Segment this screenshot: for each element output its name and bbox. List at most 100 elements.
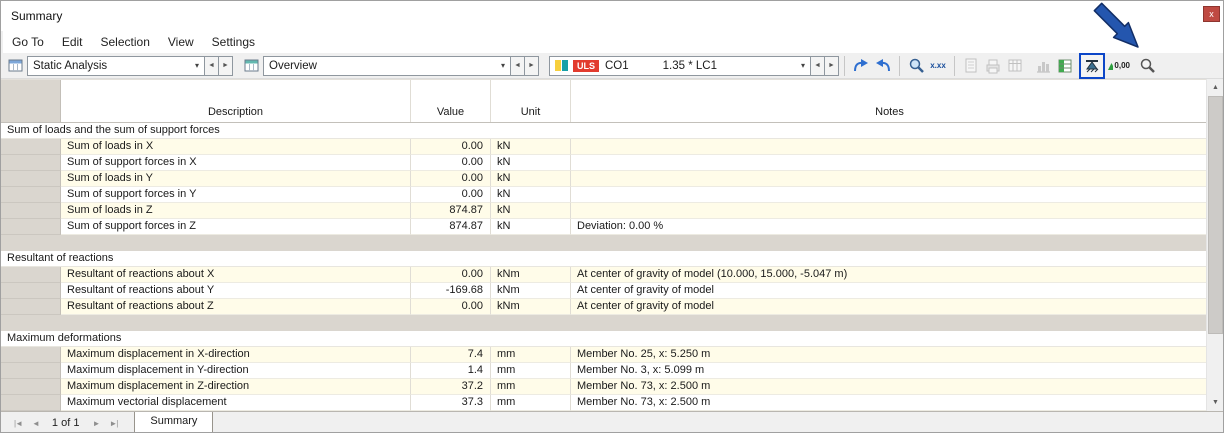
cell-unit: kNm: [491, 283, 571, 299]
row-gutter: [1, 187, 61, 203]
close-button[interactable]: x: [1203, 6, 1220, 22]
last-page-button[interactable]: ►|: [109, 418, 118, 428]
first-page-button[interactable]: |◄: [14, 418, 23, 428]
cell-description: Resultant of reactions about Y: [61, 283, 411, 299]
menu-item-settings[interactable]: Settings: [211, 35, 256, 49]
cell-unit: kN: [491, 203, 571, 219]
row-gutter: [1, 203, 61, 219]
table-row[interactable]: Sum of loads in Y 0.00 kN: [1, 171, 1208, 187]
window-title: Summary: [11, 9, 63, 23]
load-combination-combobox[interactable]: ULS CO1 1.35 * LC1 ▾: [549, 55, 811, 76]
excel-export-icon[interactable]: [1054, 55, 1076, 77]
zoom-icon[interactable]: [1136, 55, 1158, 77]
tab-summary[interactable]: Summary: [134, 411, 214, 432]
menu-item-edit[interactable]: Edit: [61, 35, 83, 49]
titlebar: Summary x: [1, 1, 1223, 31]
prev-page-button[interactable]: ◄: [32, 418, 40, 428]
table-row[interactable]: Maximum displacement in Z-direction 37.2 m…: [1, 379, 1208, 395]
table-row[interactable]: Sum of support forces in X 0.00 kN: [1, 155, 1208, 171]
toolbar-separator: [844, 55, 845, 76]
view-combobox[interactable]: Overview ▾: [263, 55, 511, 76]
chart-icon[interactable]: [1032, 55, 1054, 77]
row-gutter: [1, 395, 61, 411]
support-filter-button[interactable]: [1079, 52, 1105, 79]
next-page-button[interactable]: ►: [92, 418, 100, 428]
header-description[interactable]: Description: [61, 80, 411, 122]
cell-unit: kN: [491, 187, 571, 203]
cell-notes: Member No. 3, x: 5.099 m: [571, 363, 1208, 379]
table-row[interactable]: Resultant of reactions about Z 0.00 kNm At …: [1, 299, 1208, 315]
table-row[interactable]: Maximum vectorial displacement 37.3 mm Memb…: [1, 395, 1208, 411]
sync-selection-icon[interactable]: [872, 55, 894, 77]
row-gutter: [1, 155, 61, 171]
cell-value: 0.00: [411, 155, 491, 171]
section-header-row: Sum of loads and the sum of support forc…: [1, 123, 1208, 139]
header-unit[interactable]: Unit: [491, 80, 571, 122]
tab-summary-label: Summary: [150, 414, 198, 427]
table-row[interactable]: Maximum displacement in Y-direction 1.4 mm…: [1, 363, 1208, 379]
cell-unit: kN: [491, 219, 571, 235]
load-next-button[interactable]: ►: [824, 55, 839, 76]
scrollbar-thumb[interactable]: [1208, 96, 1223, 334]
row-gutter: [1, 299, 61, 315]
find-value-icon[interactable]: [905, 55, 927, 77]
result-values-icon[interactable]: x.xx: [930, 61, 946, 70]
menu-item-view[interactable]: View: [167, 35, 194, 49]
table-row[interactable]: Resultant of reactions about Y -169.68 kNm…: [1, 283, 1208, 299]
cell-notes: [571, 155, 1208, 171]
support-icon: [1086, 59, 1099, 72]
menu-item-go-to[interactable]: Go To: [12, 35, 44, 49]
cell-value: 874.87: [411, 203, 491, 219]
jump-to-graphic-icon[interactable]: [850, 55, 872, 77]
scroll-down-icon[interactable]: ▼: [1212, 399, 1219, 406]
table-tabbar: |◄ ◄ 1 of 1 ► ►| Summary: [1, 411, 1223, 432]
table-row[interactable]: Maximum displacement in X-direction 7.4 mm…: [1, 347, 1208, 363]
load-prev-button[interactable]: ◄: [810, 55, 825, 76]
uls-badge: ULS: [573, 59, 599, 72]
table-view-icon: [243, 58, 259, 74]
analysis-combobox[interactable]: Static Analysis ▾: [27, 55, 205, 76]
header-value[interactable]: Value: [411, 80, 491, 122]
cell-unit: mm: [491, 347, 571, 363]
table-corner-cell: [1, 80, 61, 122]
menu-item-selection[interactable]: Selection: [100, 35, 150, 49]
cell-description: Sum of loads in X: [61, 139, 411, 155]
export-table-icon[interactable]: [1004, 55, 1026, 77]
row-gutter: [1, 283, 61, 299]
print-preview-icon[interactable]: [960, 55, 982, 77]
row-gutter: [1, 379, 61, 395]
cell-unit: kN: [491, 155, 571, 171]
header-notes[interactable]: Notes: [875, 106, 904, 118]
cell-unit: kNm: [491, 267, 571, 283]
view-prev-button[interactable]: ◄: [510, 55, 525, 76]
cell-value: 0.00: [411, 267, 491, 283]
menubar: Go To Edit Selection View Settings: [3, 31, 1223, 53]
cell-description: Sum of support forces in Z: [61, 219, 411, 235]
row-gutter: [1, 219, 61, 235]
cell-unit: kN: [491, 139, 571, 155]
vertical-scrollbar[interactable]: ▲ ▼: [1206, 79, 1223, 411]
cell-notes: At center of gravity of model: [571, 283, 1208, 299]
cell-notes: At center of gravity of model (10.000, 1…: [571, 267, 1208, 283]
view-next-button[interactable]: ►: [524, 55, 539, 76]
cell-description: Maximum displacement in Y-direction: [61, 363, 411, 379]
scroll-up-icon[interactable]: ▲: [1212, 84, 1219, 91]
cell-description: Sum of support forces in Y: [61, 187, 411, 203]
decimal-places-icon[interactable]: 0,00: [1108, 55, 1130, 77]
table-row[interactable]: Sum of support forces in Z 874.87 kN Deviat…: [1, 219, 1208, 235]
cell-description: Sum of loads in Y: [61, 171, 411, 187]
table-row[interactable]: Sum of loads in X 0.00 kN: [1, 139, 1208, 155]
cell-value: 874.87: [411, 219, 491, 235]
analysis-prev-button[interactable]: ◄: [204, 55, 219, 76]
cell-description: Maximum vectorial displacement: [61, 395, 411, 411]
row-gutter: [1, 347, 61, 363]
analysis-next-button[interactable]: ►: [218, 55, 233, 76]
table-row[interactable]: Sum of loads in Z 874.87 kN: [1, 203, 1208, 219]
row-gutter: [1, 363, 61, 379]
table-row[interactable]: Resultant of reactions about X 0.00 kNm At …: [1, 267, 1208, 283]
cell-value: 0.00: [411, 171, 491, 187]
cell-description: Sum of loads in Z: [61, 203, 411, 219]
print-icon[interactable]: [982, 55, 1004, 77]
page-indicator: 1 of 1: [51, 417, 80, 429]
table-row[interactable]: Sum of support forces in Y 0.00 kN: [1, 187, 1208, 203]
